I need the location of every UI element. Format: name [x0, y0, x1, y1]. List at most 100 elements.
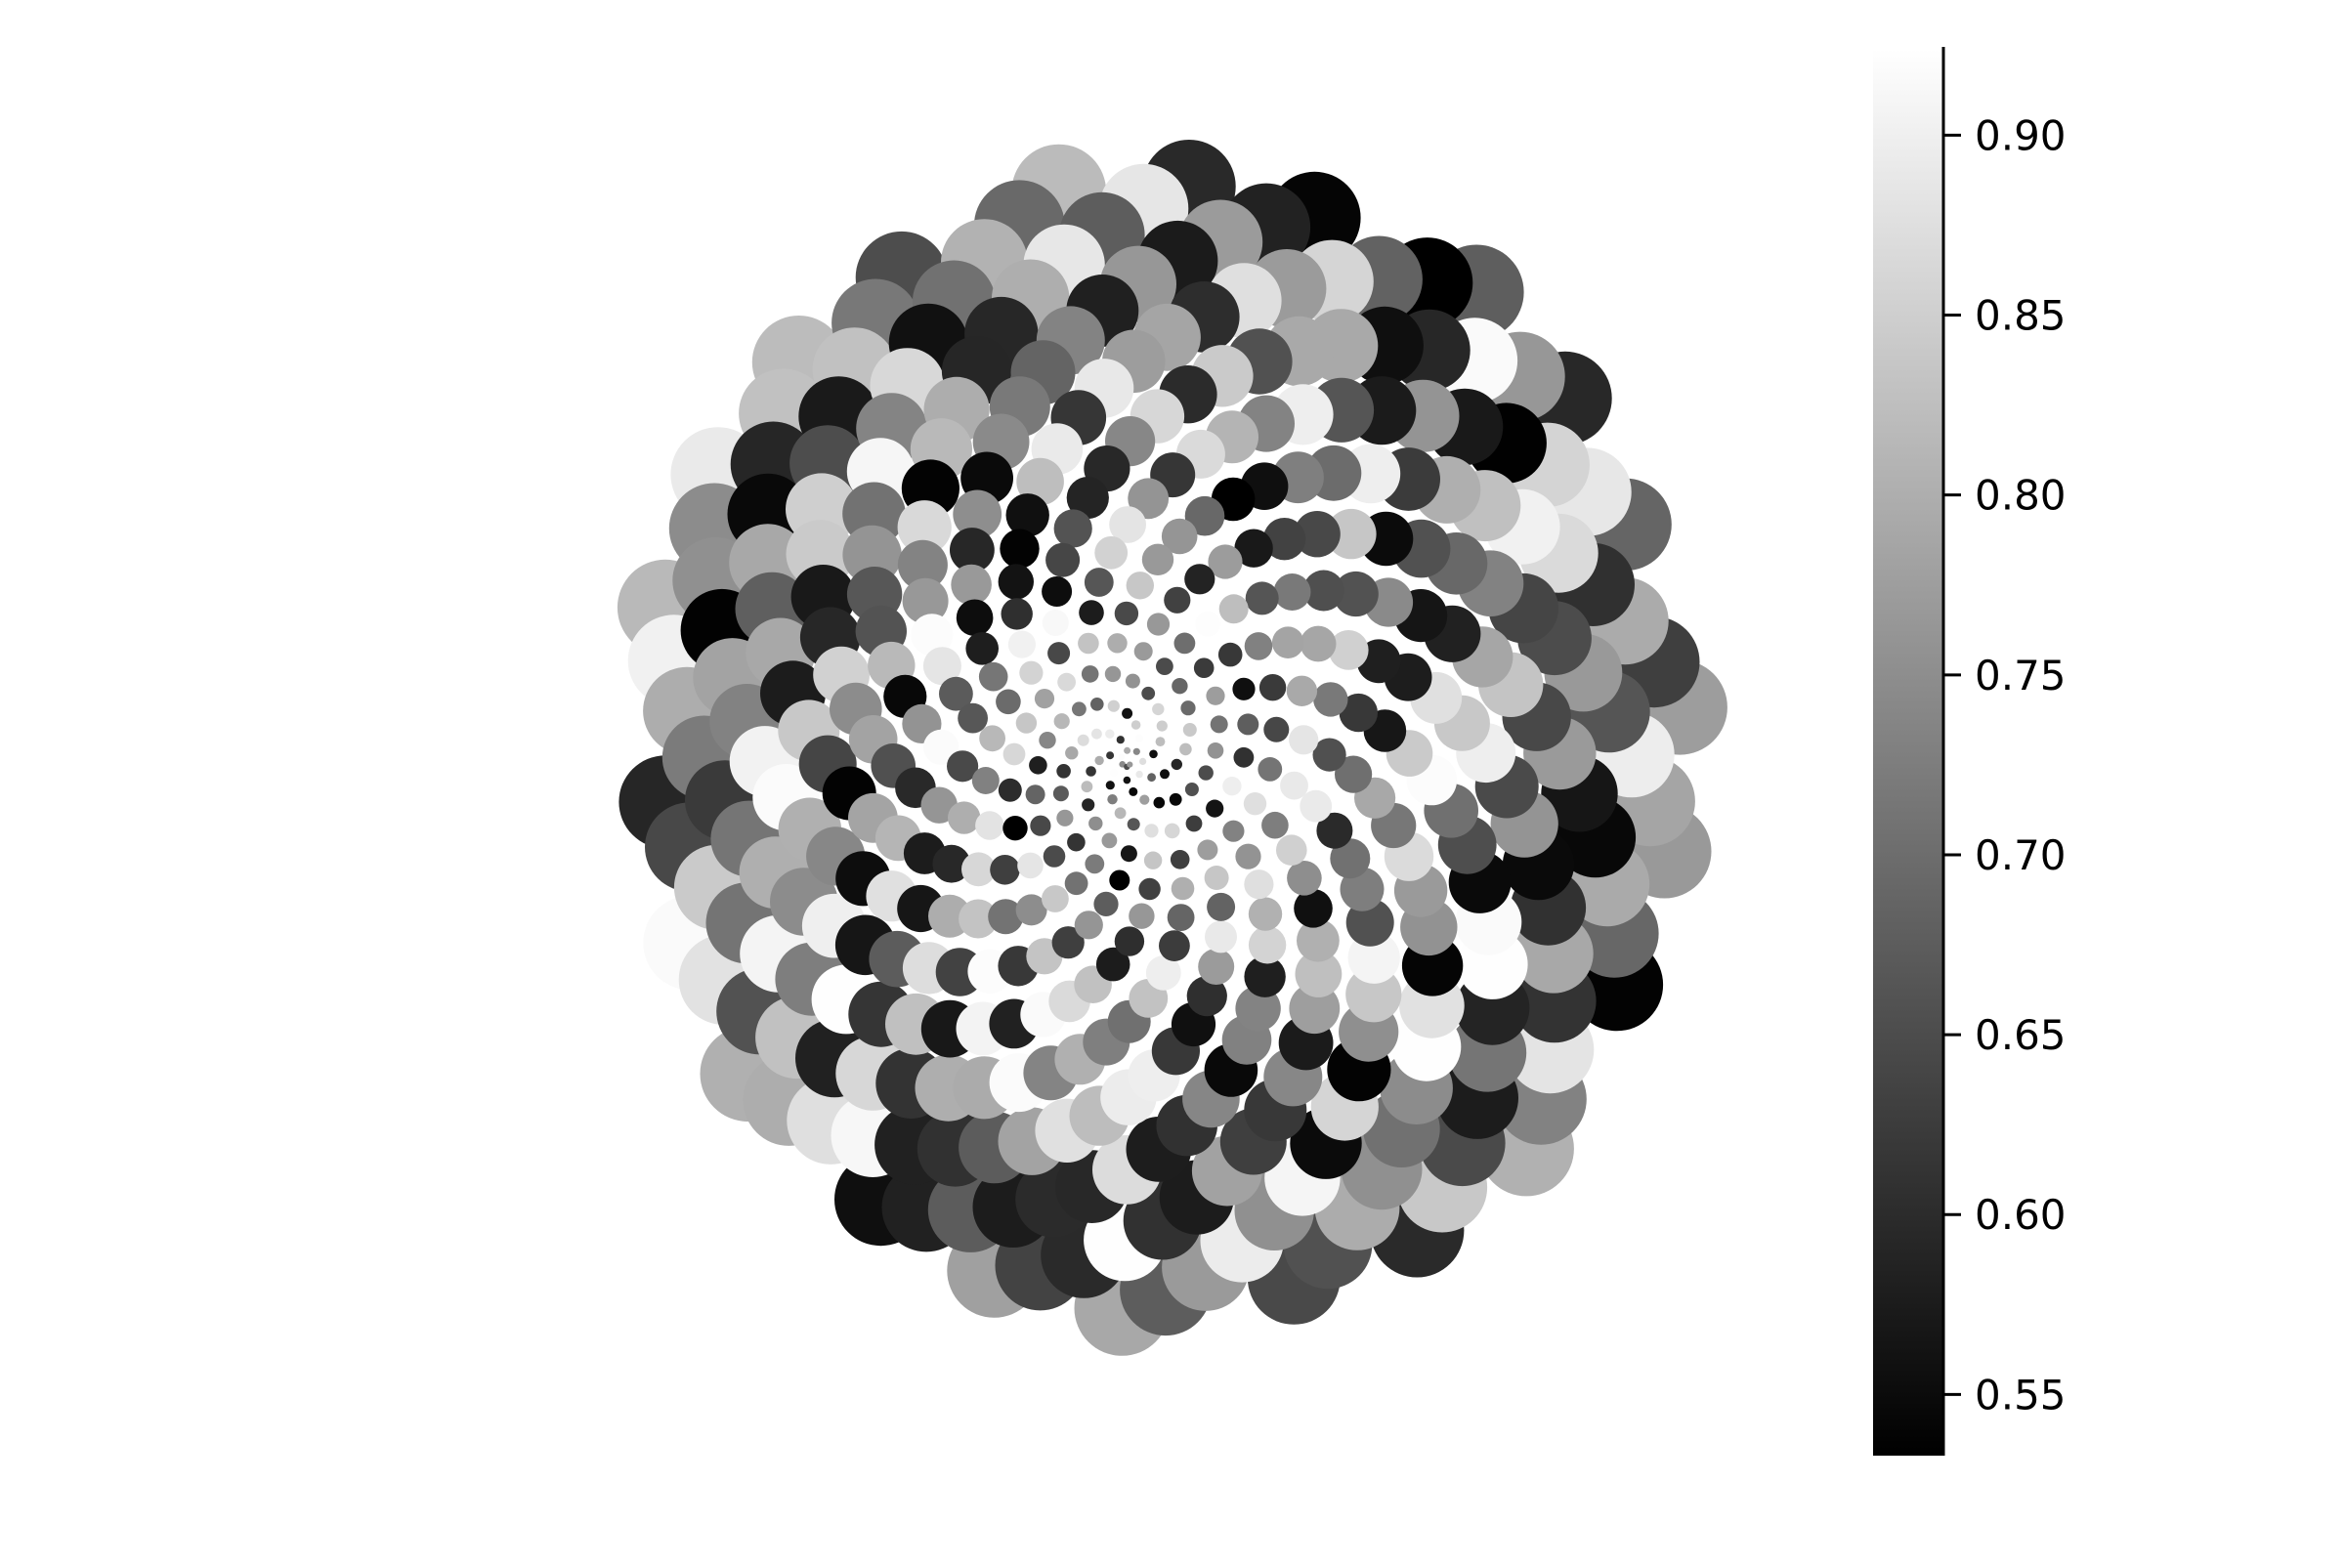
colorbar: 0.55 0.60 0.65 0.70 0.75 0.80 0.85 0.90 — [1873, 47, 2067, 1456]
data-point — [1081, 781, 1093, 793]
data-point — [1171, 758, 1183, 771]
data-point — [1312, 738, 1346, 772]
data-point — [1167, 904, 1195, 931]
data-point — [922, 647, 961, 686]
data-point — [1079, 600, 1104, 625]
data-point — [1258, 674, 1287, 701]
data-point — [953, 489, 1002, 539]
data-point — [1185, 815, 1203, 832]
data-point — [1316, 812, 1353, 849]
data-point — [1237, 713, 1259, 736]
data-point — [1193, 657, 1215, 678]
data-point — [1159, 930, 1190, 961]
data-point — [1217, 642, 1243, 667]
data-point — [1294, 511, 1341, 558]
data-point — [1122, 707, 1133, 719]
data-point — [1002, 742, 1026, 766]
data-point — [1244, 632, 1273, 660]
data-point — [990, 855, 1020, 885]
data-point — [1171, 876, 1195, 901]
data-point — [1114, 807, 1127, 820]
data-point — [1107, 699, 1120, 712]
data-point — [1263, 716, 1290, 742]
data-point — [1345, 966, 1402, 1023]
data-point — [1135, 770, 1143, 779]
data-point — [1007, 630, 1036, 658]
data-point — [1210, 715, 1228, 734]
data-point — [1198, 765, 1214, 781]
data-point — [1141, 543, 1174, 575]
data-point — [978, 661, 1008, 692]
data-point — [1300, 625, 1337, 662]
data-point — [1235, 986, 1281, 1032]
data-point — [1262, 518, 1306, 561]
data-point — [1127, 761, 1133, 768]
data-point — [1093, 891, 1119, 917]
data-point — [1287, 861, 1322, 896]
data-point — [1207, 892, 1236, 921]
data-point — [1109, 869, 1130, 891]
data-point — [951, 564, 992, 606]
data-point — [1145, 955, 1181, 991]
data-point — [950, 528, 995, 572]
data-point — [948, 801, 981, 834]
data-point — [1129, 786, 1138, 796]
data-point — [1104, 665, 1122, 683]
data-point — [998, 778, 1022, 802]
data-point — [1114, 926, 1145, 956]
data-point — [902, 577, 949, 624]
data-point — [1105, 729, 1115, 739]
data-point — [1232, 677, 1256, 700]
data-point — [1339, 693, 1379, 733]
data-point — [1222, 777, 1242, 796]
data-point — [1124, 746, 1131, 754]
data-point — [996, 689, 1021, 715]
data-point — [1139, 794, 1150, 805]
data-point — [1273, 573, 1311, 611]
data-point — [1276, 834, 1307, 866]
data-point — [1330, 838, 1371, 879]
data-point — [1297, 918, 1340, 962]
data-point — [1245, 581, 1279, 615]
data-point — [923, 729, 959, 765]
colorbar-ticks: 0.55 0.60 0.65 0.70 0.75 0.80 0.85 0.90 — [1943, 111, 2067, 1419]
data-point — [1015, 894, 1047, 926]
data-point — [1300, 789, 1333, 823]
data-point — [1179, 742, 1192, 756]
data-point — [1204, 866, 1229, 890]
data-point — [1146, 613, 1171, 636]
data-point — [1138, 877, 1161, 901]
data-point — [1130, 720, 1141, 730]
colorbar-tick-label: 0.75 — [1975, 652, 2067, 699]
data-point — [1081, 665, 1099, 683]
data-point — [1205, 920, 1237, 954]
data-point — [1295, 951, 1343, 997]
data-point — [1144, 824, 1159, 838]
data-point — [1082, 798, 1095, 812]
data-point — [1128, 478, 1170, 520]
data-point — [1056, 809, 1074, 826]
data-point — [1001, 598, 1033, 630]
data-point — [988, 899, 1024, 935]
data-point — [1164, 586, 1191, 614]
data-point — [1106, 751, 1115, 760]
data-point — [1197, 839, 1218, 861]
data-point — [1118, 753, 1126, 761]
data-point — [1169, 792, 1182, 806]
colorbar-tick-label: 0.90 — [1975, 111, 2067, 159]
data-point — [1294, 889, 1333, 928]
colorbar-tick-label: 0.55 — [1975, 1371, 2067, 1419]
data-point — [1152, 702, 1165, 716]
colorbar-tick-label: 0.70 — [1975, 831, 2067, 879]
data-point — [1313, 682, 1348, 717]
data-point — [1051, 926, 1085, 959]
data-point — [1156, 657, 1173, 675]
data-point — [1180, 700, 1196, 716]
data-point — [1335, 755, 1373, 793]
data-point — [1173, 632, 1196, 655]
colorbar-tick-label: 0.60 — [1975, 1191, 2067, 1239]
data-point — [1056, 764, 1071, 779]
data-point — [958, 702, 988, 734]
